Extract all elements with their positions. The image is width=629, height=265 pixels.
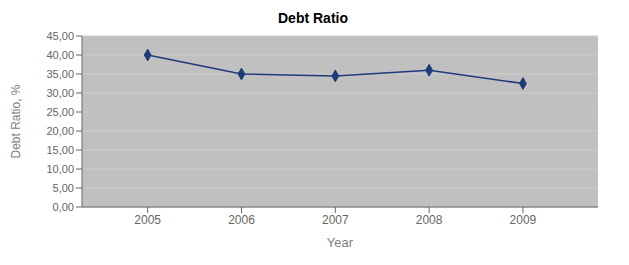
html-text:Debt Ratio: Debt Ratio (278, 10, 348, 26)
svg-text:2009: 2009 (510, 213, 537, 227)
svg-text:30,00: 30,00 (46, 87, 74, 99)
svg-text:20,00: 20,00 (46, 125, 74, 137)
svg-text:40,00: 40,00 (46, 49, 74, 61)
svg-text:0,00: 0,00 (53, 201, 74, 213)
svg-text:10,00: 10,00 (46, 163, 74, 175)
svg-text:2007: 2007 (322, 213, 349, 227)
svg-text:35,00: 35,00 (46, 68, 74, 80)
svg-text:2008: 2008 (416, 213, 443, 227)
svg-text:Year: Year (327, 235, 354, 250)
svg-text:15,00: 15,00 (46, 144, 74, 156)
svg-text:2006: 2006 (228, 213, 255, 227)
svg-text:5,00: 5,00 (53, 182, 74, 194)
svg-text:2005: 2005 (134, 213, 161, 227)
svg-text:45,00: 45,00 (46, 30, 74, 42)
svg-text:Debt Ratio, %: Debt Ratio, % (9, 84, 23, 158)
svg-text:25,00: 25,00 (46, 106, 74, 118)
